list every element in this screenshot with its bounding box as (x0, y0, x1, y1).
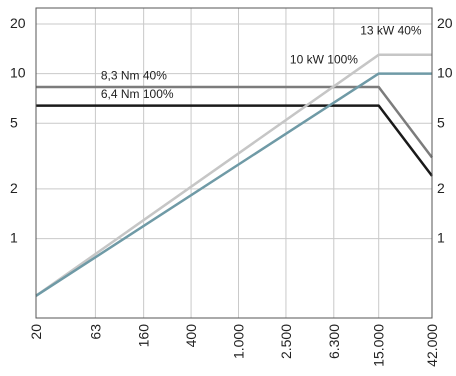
series-line-13-kw-40 (35, 53, 432, 297)
annotation-10-kw-100: 10 kW 100% (290, 53, 358, 67)
annotation-6-4-nm-100: 6,4 Nm 100% (101, 87, 174, 101)
x-tick-label-160: 160 (136, 324, 152, 348)
y-tick-label-left-2: 2 (10, 180, 18, 196)
x-tick-label-20: 20 (28, 324, 44, 340)
y-tick-label-right-20: 20 (437, 15, 453, 31)
y-tick-label-right-1: 1 (437, 230, 445, 246)
grid-layer (35, 8, 433, 318)
x-tick-label-6-300: 6.300 (326, 324, 342, 359)
x-tick-label-400: 400 (183, 324, 199, 348)
series-line-10-kw-100 (35, 72, 432, 297)
x-tick-label-2-500: 2.500 (278, 324, 294, 359)
y-tick-label-left-10: 10 (10, 65, 26, 81)
axis-layer (35, 7, 433, 319)
y-tick-label-left-20: 20 (10, 15, 26, 31)
y-tick-label-left-1: 1 (10, 230, 18, 246)
label-layer: 20 63 160 400 1.000 2.500 6.300 15.000 42.000 1 1 2… (10, 15, 453, 367)
plot-frame (35, 7, 433, 319)
y-tick-label-right-2: 2 (437, 180, 445, 196)
x-tick-label-63: 63 (87, 324, 103, 340)
y-tick-label-right-10: 10 (437, 65, 453, 81)
series-layer (35, 53, 433, 297)
annotation-13-kw-40: 13 kW 40% (360, 23, 422, 37)
series-line-8-3-nm-40 (36, 85, 433, 159)
x-tick-label-42-000: 42.000 (424, 324, 440, 367)
y-tick-label-left-5: 5 (10, 114, 18, 130)
annotation-8-3-nm-40: 8,3 Nm 40% (101, 69, 167, 83)
series-line-6-4-nm-100 (36, 104, 433, 177)
y-tick-label-right-5: 5 (437, 114, 445, 130)
x-tick-label-1-000: 1.000 (231, 324, 247, 359)
x-tick-label-15-000: 15.000 (371, 324, 387, 367)
